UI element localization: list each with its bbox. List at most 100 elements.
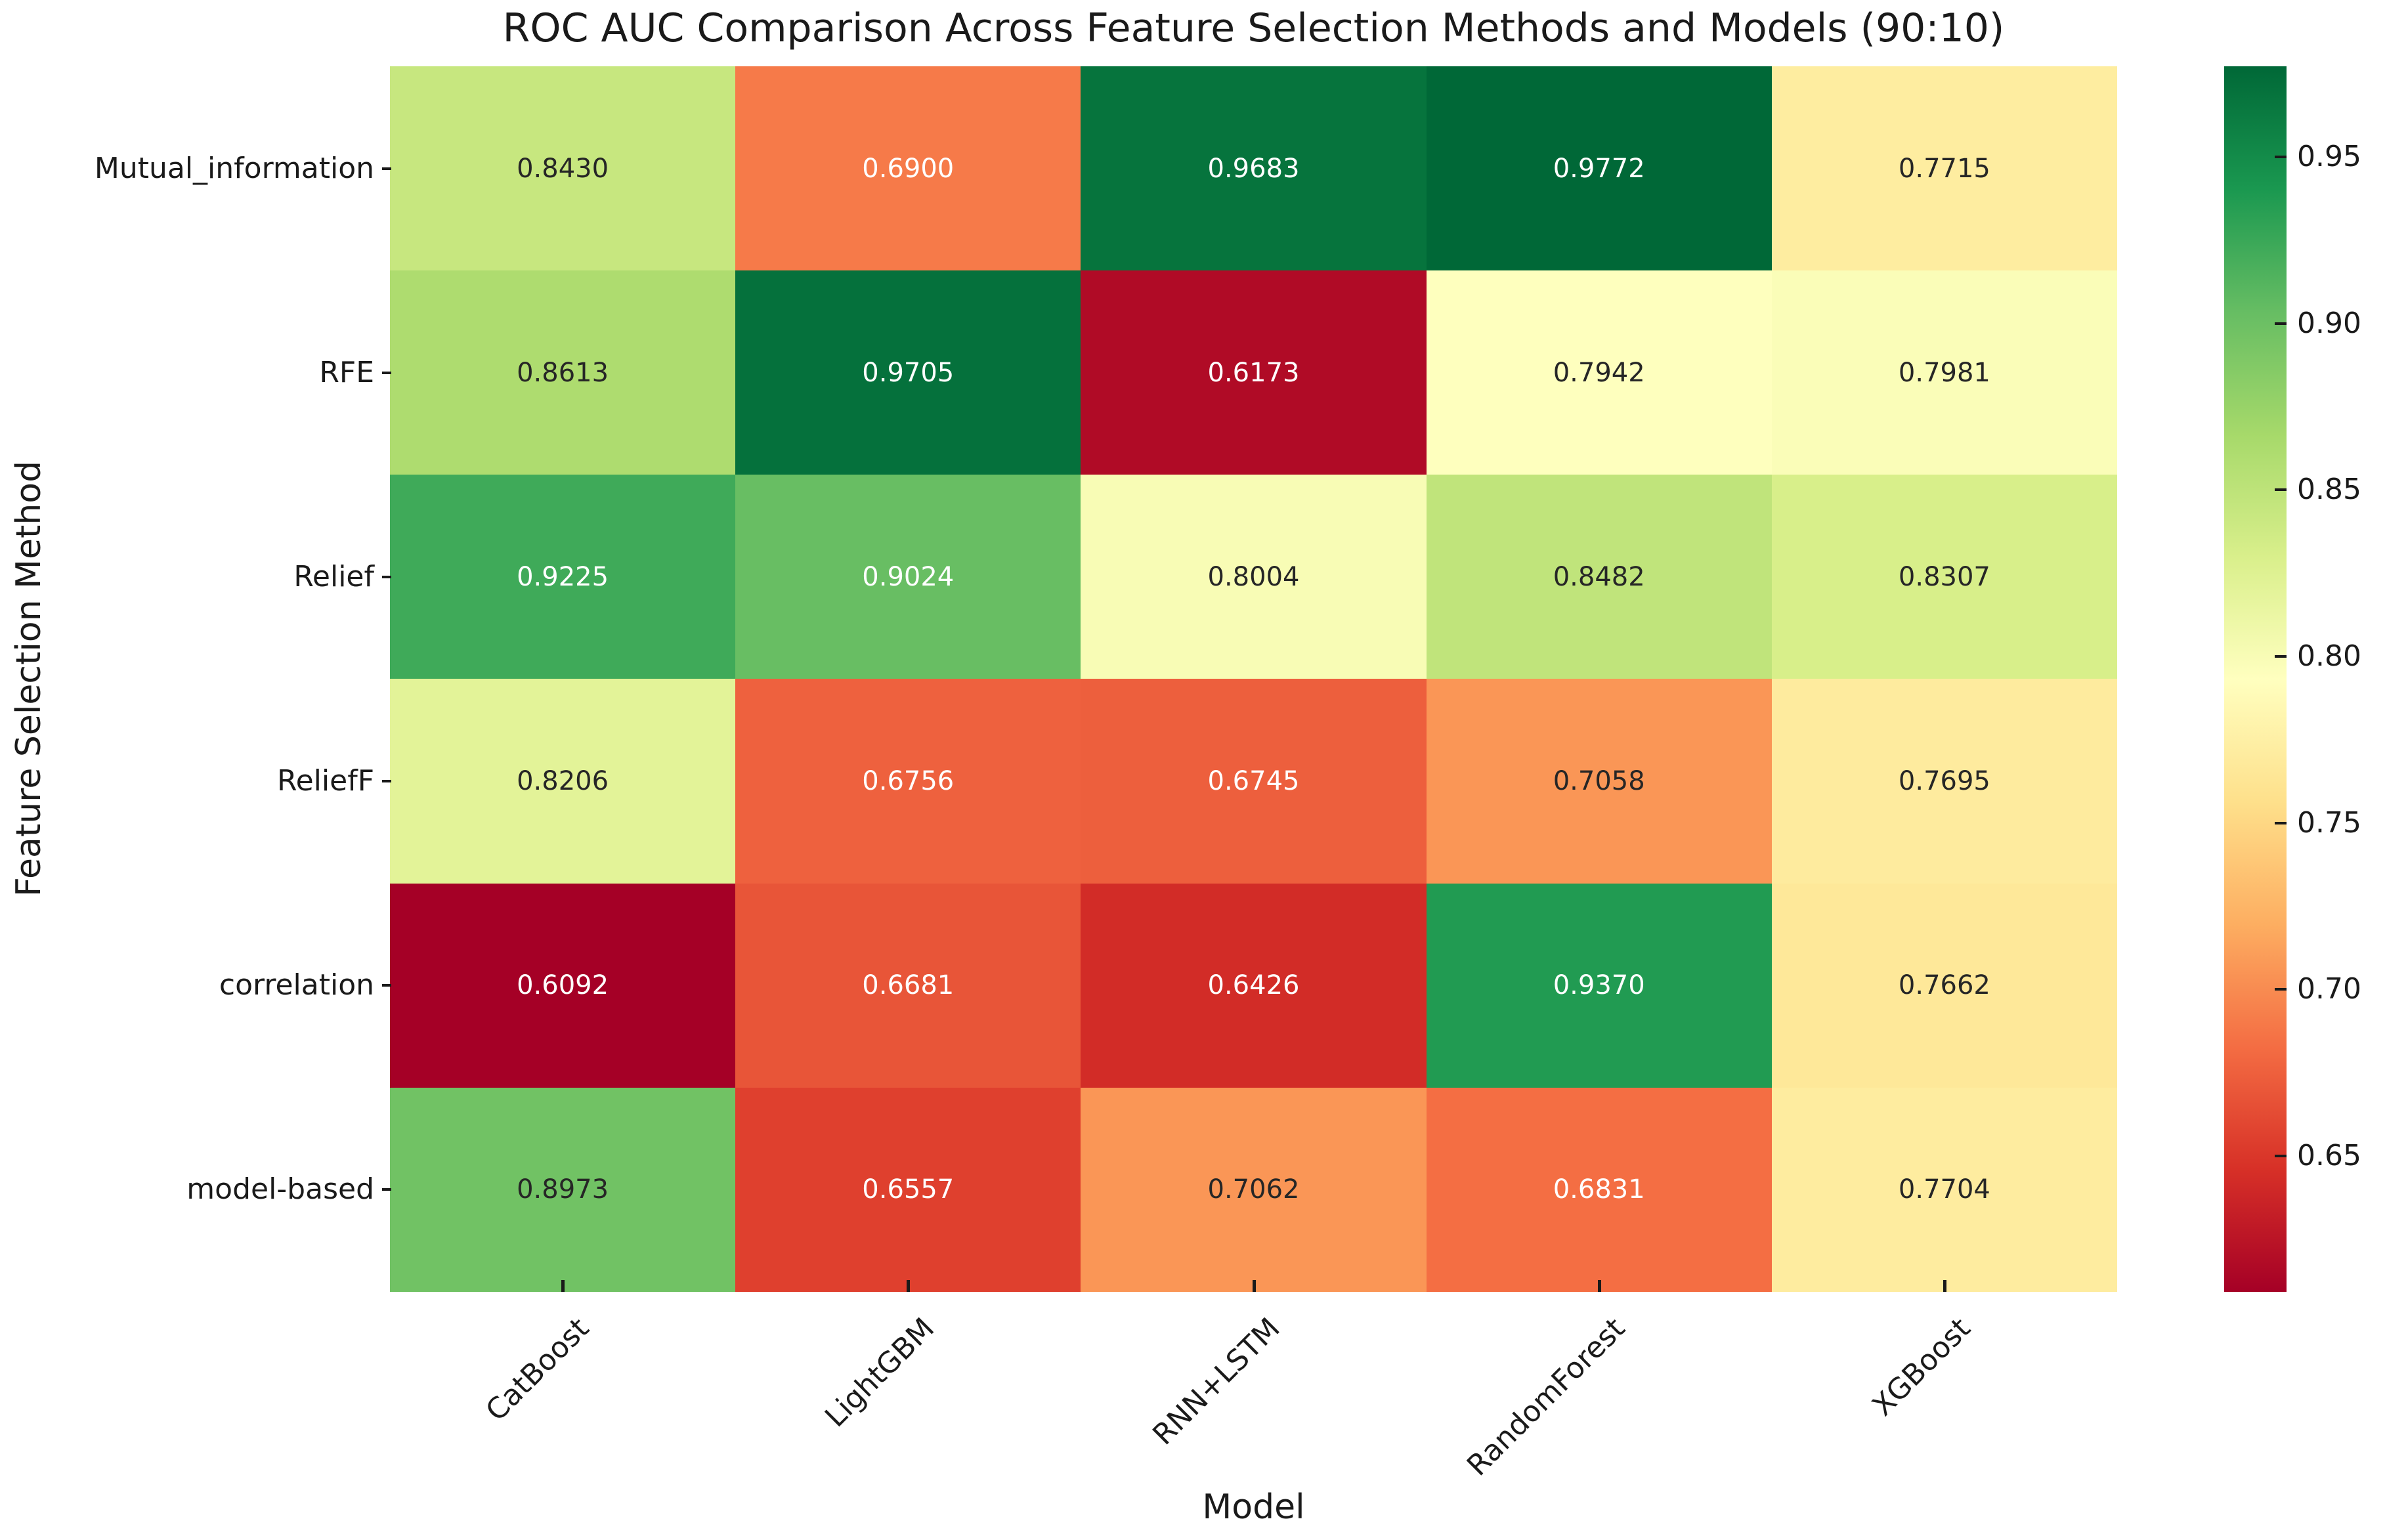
chart-title: ROC AUC Comparison Across Feature Select… — [502, 5, 2005, 51]
heatmap-cell: 0.8613 — [390, 270, 736, 475]
heatmap-cell: 0.7981 — [1771, 270, 2117, 475]
cell-value: 0.6092 — [517, 970, 609, 1001]
heatmap-cell: 0.6900 — [735, 66, 1081, 271]
y-tick-mark — [382, 780, 391, 783]
colorbar-tick-mark — [2275, 322, 2287, 325]
heatmap-cell: 0.9683 — [1081, 66, 1427, 271]
colorbar-tick-label: 0.75 — [2297, 805, 2361, 840]
heatmap-cell: 0.9225 — [390, 475, 736, 679]
cell-value: 0.7695 — [1898, 766, 1990, 797]
x-tick-mark — [1943, 1280, 1946, 1292]
heatmap-cell: 0.6745 — [1081, 679, 1427, 884]
heatmap-cell: 0.7058 — [1426, 679, 1772, 884]
colorbar — [2224, 66, 2287, 1292]
y-tick-mark — [382, 984, 391, 987]
heatmap-cell: 0.6681 — [735, 883, 1081, 1088]
y-tick-mark — [382, 575, 391, 578]
cell-value: 0.9024 — [862, 561, 955, 592]
x-tick-mark — [561, 1280, 565, 1292]
y-tick-label: Relief — [293, 559, 374, 593]
x-axis-label: Model — [1202, 1487, 1305, 1527]
heatmap-cell: 0.9772 — [1426, 66, 1772, 271]
y-tick-label: RFE — [319, 355, 374, 389]
heatmap-cell: 0.6831 — [1426, 1087, 1772, 1292]
heatmap-cell: 0.9024 — [735, 475, 1081, 679]
y-tick-mark — [382, 1188, 391, 1191]
colorbar-tick-mark — [2275, 655, 2287, 658]
x-tick-label: RNN+LSTM — [1146, 1312, 1287, 1452]
y-axis-label: Feature Selection Method — [9, 460, 49, 897]
cell-value: 0.9225 — [517, 561, 609, 592]
colorbar-tick-label: 0.90 — [2297, 306, 2361, 340]
cell-value: 0.8307 — [1898, 561, 1990, 592]
heatmap-cell: 0.7715 — [1771, 66, 2117, 271]
heatmap-cell: 0.6426 — [1081, 883, 1427, 1088]
x-tick-label: LightGBM — [819, 1312, 941, 1434]
heatmap-cell: 0.7704 — [1771, 1087, 2117, 1292]
colorbar-tick-label: 0.80 — [2297, 639, 2361, 673]
cell-value: 0.8613 — [517, 357, 609, 388]
cell-value: 0.8004 — [1207, 561, 1300, 592]
cell-value: 0.7704 — [1898, 1174, 1990, 1205]
cell-value: 0.8206 — [517, 766, 609, 797]
cell-value: 0.7662 — [1898, 970, 1990, 1001]
colorbar-tick-label: 0.95 — [2297, 139, 2361, 173]
heatmap-cell: 0.8973 — [390, 1087, 736, 1292]
heatmap-cell: 0.7942 — [1426, 270, 1772, 475]
cell-value: 0.6831 — [1553, 1174, 1645, 1205]
cell-value: 0.7062 — [1207, 1174, 1300, 1205]
cell-value: 0.6557 — [862, 1174, 955, 1205]
y-tick-label: Mutual_information — [94, 151, 374, 185]
heatmap-cell: 0.6557 — [735, 1087, 1081, 1292]
cell-value: 0.6173 — [1207, 357, 1300, 388]
x-tick-mark — [1597, 1280, 1601, 1292]
colorbar-tick-mark — [2275, 821, 2287, 824]
heatmap-cell: 0.8430 — [390, 66, 736, 271]
cell-value: 0.6745 — [1207, 766, 1300, 797]
heatmap-cell: 0.8004 — [1081, 475, 1427, 679]
x-tick-mark — [907, 1280, 911, 1292]
colorbar-tick-mark — [2275, 988, 2287, 991]
x-tick-mark — [1252, 1280, 1256, 1292]
colorbar-tick-label: 0.65 — [2297, 1139, 2361, 1172]
heatmap-cell: 0.8482 — [1426, 475, 1772, 679]
cell-value: 0.8973 — [517, 1174, 609, 1205]
heatmap-cell: 0.7662 — [1771, 883, 2117, 1088]
cell-value: 0.6681 — [862, 970, 955, 1001]
heatmap-cell: 0.9370 — [1426, 883, 1772, 1088]
heatmap-cell: 0.8307 — [1771, 475, 2117, 679]
y-tick-mark — [382, 167, 391, 170]
cell-value: 0.7715 — [1898, 153, 1990, 184]
heatmap-cell: 0.8206 — [390, 679, 736, 884]
cell-value: 0.9683 — [1207, 153, 1300, 184]
y-tick-mark — [382, 371, 391, 374]
cell-value: 0.9772 — [1553, 153, 1645, 184]
x-tick-label: RandomForest — [1461, 1312, 1632, 1483]
cell-value: 0.8482 — [1553, 561, 1645, 592]
colorbar-tick-mark — [2275, 488, 2287, 492]
cell-value: 0.6900 — [862, 153, 955, 184]
heatmap-cell: 0.9705 — [735, 270, 1081, 475]
y-tick-label: correlation — [219, 968, 374, 1002]
cell-value: 0.6756 — [862, 766, 955, 797]
heatmap-cell: 0.6756 — [735, 679, 1081, 884]
cell-value: 0.8430 — [517, 153, 609, 184]
x-tick-label: CatBoost — [479, 1312, 596, 1428]
heatmap-cell: 0.6173 — [1081, 270, 1427, 475]
y-tick-label: ReliefF — [277, 764, 374, 798]
y-tick-label: model-based — [186, 1172, 374, 1207]
cell-value: 0.6426 — [1207, 970, 1300, 1001]
heatmap-grid: 0.8430 0.6900 0.9683 0.9772 0.7715 0.8613 0.97… — [390, 66, 2117, 1292]
cell-value: 0.9370 — [1553, 970, 1645, 1001]
cell-value: 0.7981 — [1898, 357, 1990, 388]
heatmap-cell: 0.7062 — [1081, 1087, 1427, 1292]
cell-value: 0.7942 — [1553, 357, 1645, 388]
colorbar-tick-mark — [2275, 155, 2287, 158]
heatmap-cell: 0.7695 — [1771, 679, 2117, 884]
x-tick-label: XGBoost — [1866, 1312, 1977, 1423]
colorbar-tick-label: 0.85 — [2297, 473, 2361, 507]
colorbar-tick-label: 0.70 — [2297, 972, 2361, 1006]
cell-value: 0.7058 — [1553, 766, 1645, 797]
heatmap-cell: 0.6092 — [390, 883, 736, 1088]
